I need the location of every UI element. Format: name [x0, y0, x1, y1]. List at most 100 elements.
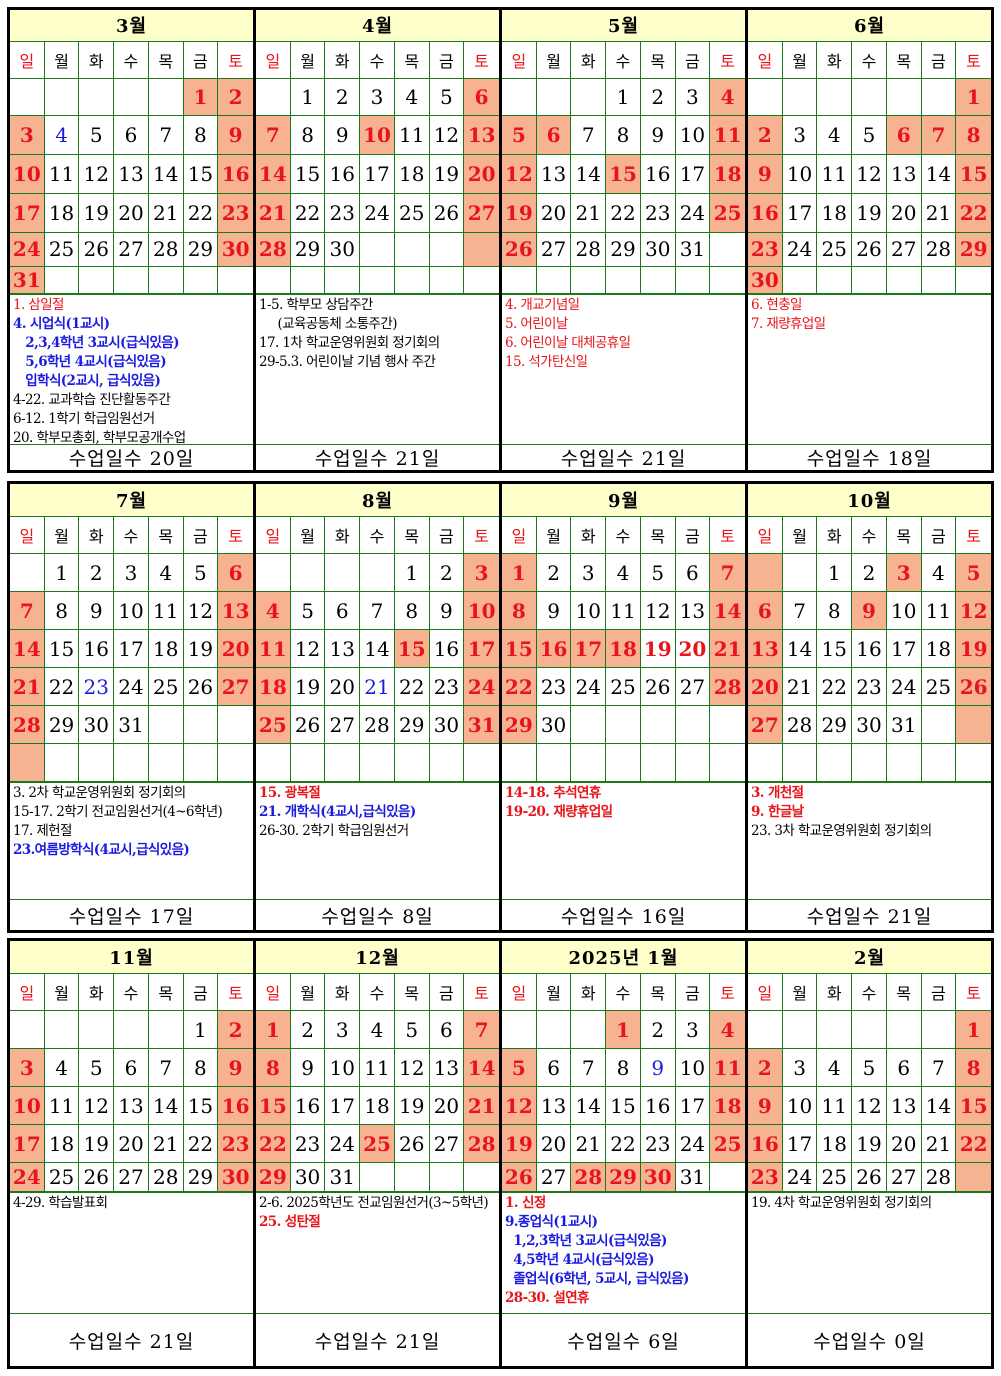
empty-day-cell — [114, 266, 149, 294]
weekday-label: 목 — [148, 974, 184, 1011]
empty-day-cell — [218, 267, 253, 294]
day-cell: 1 — [817, 554, 853, 592]
month-panel: 9월 일 월 화 수 목 금 토 1 2 3 4 5 6 7 8 9 10 11 12 13 14 15 16 17 18 19 20… — [502, 484, 748, 930]
day-cell: 29 — [502, 706, 537, 744]
empty-day-cell — [921, 266, 957, 294]
day-cell: 7 — [360, 592, 395, 630]
day-cell: 17 — [325, 1087, 361, 1125]
day-cell: 15 — [606, 1087, 641, 1125]
empty-day-cell — [44, 266, 80, 294]
day-grid: 1 2 3 4 5 6 7 8 9 10 11 12 13 14 15 16 17 18 19 20 21 22 23 24 2… — [256, 554, 499, 782]
day-cell: 23 — [640, 1125, 676, 1163]
day-cell: 5 — [290, 592, 326, 630]
day-cell: 20 — [325, 668, 361, 706]
weekday-label: 목 — [394, 517, 430, 554]
event-note-line: 15. 석가탄신일 — [505, 353, 588, 370]
day-cell: 9 — [218, 1049, 253, 1087]
day-cell: 25 — [360, 1125, 395, 1163]
day-cell: 11 — [360, 1049, 395, 1087]
day-cell: 20 — [886, 193, 922, 233]
day-cell: 2 — [290, 1011, 326, 1049]
empty-day-cell — [290, 266, 326, 294]
empty-day-cell — [44, 78, 80, 116]
day-cell: 3 — [571, 554, 607, 592]
day-cell: 24 — [325, 1125, 361, 1163]
day-cell: 5 — [79, 1049, 115, 1087]
day-cell: 24 — [675, 1125, 711, 1163]
day-cell: 23 — [218, 193, 253, 233]
day-cell: 6 — [886, 1049, 922, 1087]
weekday-label: 금 — [675, 41, 711, 79]
day-cell: 21 — [148, 1125, 184, 1163]
day-cell: 17 — [571, 630, 607, 668]
empty-day-cell — [394, 744, 430, 782]
event-note-line: 4,5학년 4교시(급식있음) — [505, 1252, 654, 1268]
empty-day-cell — [464, 232, 499, 267]
day-cell: 10 — [10, 154, 45, 194]
day-cell: 15 — [394, 630, 430, 668]
day-cell: 18 — [148, 630, 184, 668]
day-cell: 13 — [886, 1087, 922, 1125]
day-cell: 31 — [114, 706, 149, 744]
event-notes: 1. 삼일절 4. 시업식(1교시) 2,3,4학년 3교시(급식있음) 5,6학… — [10, 293, 253, 444]
day-cell: 18 — [44, 1125, 80, 1163]
day-cell: 22 — [183, 193, 219, 233]
day-cell: 6 — [114, 115, 149, 155]
day-grid: 1 2 3 4 5 6 7 8 9 10 11 12 13 14 15 16 17 18 19 20 21 22 23 24 2… — [10, 78, 253, 294]
day-cell: 28 — [921, 1163, 957, 1192]
day-cell: 13 — [536, 154, 572, 194]
day-cell: 15 — [290, 154, 326, 194]
day-cell: 26 — [502, 232, 537, 267]
event-note-line: 15. 광복절 — [259, 785, 321, 801]
day-cell: 3 — [782, 1049, 818, 1087]
day-cell: 30 — [852, 706, 887, 744]
event-note-line: 1,2,3학년 3교시(급식있음) — [505, 1233, 667, 1249]
day-cell: 1 — [256, 1011, 291, 1049]
school-days-count: 수업일수 18일 — [748, 444, 991, 470]
empty-day-cell — [921, 706, 957, 744]
day-cell: 6 — [325, 592, 361, 630]
event-note-line: 15-17. 2학기 전교임원선거(4~6학년) — [13, 804, 223, 820]
day-cell: 27 — [536, 232, 572, 267]
day-cell: 21 — [782, 668, 818, 706]
day-cell: 2 — [429, 554, 465, 592]
day-cell: 2 — [640, 78, 676, 116]
empty-day-cell — [571, 266, 607, 294]
day-cell: 4 — [44, 115, 80, 155]
event-note-line: 1. 삼일절 — [13, 296, 64, 313]
day-grid: 1 2 3 4 5 6 7 8 9 10 11 12 13 14 15 16 17 18 19 20 21 22 23 24 2… — [748, 78, 991, 294]
weekday-label: 토 — [956, 517, 991, 554]
event-note-line: 9. 한글날 — [751, 804, 804, 820]
empty-day-cell — [782, 266, 818, 294]
day-cell: 20 — [536, 193, 572, 233]
day-cell: 6 — [748, 592, 783, 630]
event-note-line: 4-29. 학습발표회 — [13, 1195, 108, 1211]
day-cell: 20 — [886, 1125, 922, 1163]
day-cell: 22 — [502, 668, 537, 706]
day-cell: 22 — [956, 1125, 991, 1163]
weekday-label: 월 — [44, 974, 80, 1011]
day-cell: 11 — [817, 1087, 853, 1125]
day-cell: 29 — [290, 232, 326, 267]
day-cell: 19 — [956, 630, 991, 668]
empty-day-cell — [536, 266, 572, 294]
day-cell: 2 — [536, 554, 572, 592]
day-cell: 27 — [114, 232, 149, 267]
school-days-count: 수업일수 21일 — [502, 444, 745, 470]
day-cell: 19 — [502, 1125, 537, 1163]
weekday-label: 목 — [640, 41, 676, 79]
day-cell: 13 — [675, 592, 711, 630]
day-cell: 10 — [782, 1087, 818, 1125]
day-cell: 7 — [921, 1049, 957, 1087]
day-cell: 26 — [956, 668, 991, 706]
event-notes: 1. 신정 9.종업식(1교시) 1,2,3학년 3교시(급식있음) 4,5학년 … — [502, 1192, 745, 1313]
empty-day-cell — [464, 267, 499, 294]
day-cell: 10 — [782, 154, 818, 194]
day-grid: 1 2 3 4 5 6 7 8 9 10 11 12 13 14 15 16 17 18 19 20 21 22 23 24 2… — [256, 1011, 499, 1192]
empty-day-cell — [817, 78, 853, 116]
day-cell: 18 — [710, 154, 745, 194]
empty-day-cell — [640, 744, 676, 782]
day-cell: 24 — [782, 232, 818, 267]
event-note-line: 1. 신정 — [505, 1195, 546, 1211]
empty-day-cell — [571, 1011, 607, 1049]
